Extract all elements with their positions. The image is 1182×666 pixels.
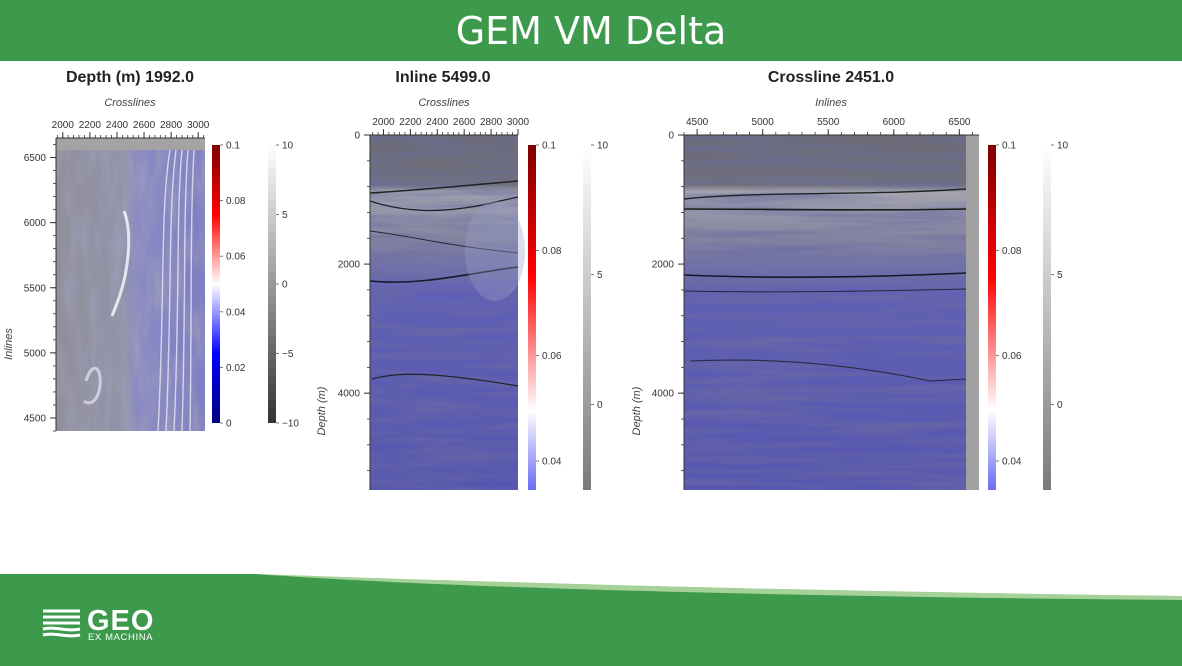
inline-section-cb1-tick-label: 0.08 (542, 246, 562, 257)
depth-slice-colorbar-velocity (212, 145, 220, 423)
depth-slice-x-tick-label: 2600 (133, 120, 156, 131)
depth-slice-image (56, 138, 205, 432)
depth-slice-x-tick-label: 3000 (187, 120, 210, 131)
depth-slice-y-tick-label: 5000 (24, 348, 47, 359)
depth-slice-cb1-tick-label: 0.02 (226, 363, 246, 374)
depth-slice-cb1-tick-label: 0.08 (226, 196, 246, 207)
inline-colorbar-amplitude (583, 145, 591, 490)
crossline-section-y-tick-label: 2000 (652, 260, 675, 271)
crossline-section-x-tick-label: 6500 (948, 117, 971, 128)
crossline-section-image (683, 135, 979, 490)
crossline-section-cb2-tick-label: 10 (1057, 141, 1069, 152)
crossline-colorbar-velocity (988, 145, 996, 490)
inline-section-cb1-tick-label: 0.04 (542, 457, 562, 468)
depth-slice-y-tick-label: 6000 (24, 218, 47, 229)
crossline-section-y-tick-label: 4000 (652, 389, 675, 400)
depth-slice-cb1-tick-label: 0.1 (226, 141, 240, 152)
inline-section-x-tick-label: 2000 (372, 117, 395, 128)
depth-slice-x-tick-label: 2400 (106, 120, 129, 131)
crossline-section-x-tick-label: 4500 (686, 117, 709, 128)
depth-slice-cb2-tick-label: 5 (282, 210, 288, 221)
figure-canvas: Depth (m) 1992.0 Crosslines Inlines 2000… (3, 69, 1069, 490)
depth-slice-y-tick-label: 5500 (24, 283, 47, 294)
depth-slice-colorbar-velocity-ticks: 0 0.02 0.04 0.06 0.08 0.1 (220, 141, 246, 430)
crossline-colorbar-velocity-ticks: 0.04 0.06 0.08 0.1 (996, 141, 1022, 468)
depth-slice-colorbar-amplitude (268, 145, 276, 423)
inline-colorbar-velocity-ticks: 0.04 0.06 0.08 0.1 (536, 141, 562, 468)
depth-slice-ylabel: Inlines (3, 328, 15, 360)
inline-section-cb2-tick-label: 10 (597, 141, 609, 152)
crossline-section-cb1-tick-label: 0.1 (1002, 141, 1016, 152)
depth-slice-x-tick-label: 2000 (52, 120, 75, 131)
depth-slice-cb2-tick-label: −10 (282, 419, 299, 430)
logo-waves-icon (42, 609, 81, 638)
crossline-section-cb1-tick-label: 0.04 (1002, 457, 1022, 468)
depth-slice-cb2-tick-label: 0 (282, 280, 288, 291)
crossline-section-x-tick-label: 6000 (883, 117, 906, 128)
crossline-ylabel: Depth (m) (631, 386, 643, 435)
crossline-section-cb2-tick-label: 5 (1057, 270, 1063, 281)
crossline-section-cb2-tick-label: 0 (1057, 400, 1063, 411)
depth-slice-title: Depth (m) 1992.0 (66, 69, 194, 86)
inline-section-image (369, 135, 525, 490)
depth-slice-y-tick-label: 6500 (24, 153, 47, 164)
crossline-axes: 4500 5000 5500 6000 6500 0 2000 4000 (652, 117, 979, 490)
depth-slice-axes: 2000 2200 2400 2600 2800 3000 4500 5000 5500 6000… (24, 120, 210, 432)
inline-xlabel: Crosslines (418, 97, 470, 109)
crossline-section-cb1-tick-label: 0.06 (1002, 351, 1022, 362)
geo-ex-machina-logo: GEO EX MACHINA (42, 606, 182, 646)
inline-section-y-tick-label: 4000 (338, 389, 361, 400)
crossline-section-x-tick-label: 5500 (817, 117, 840, 128)
inline-section-x-tick-label: 2400 (426, 117, 449, 128)
logo-main-text: GEO (87, 605, 155, 637)
inline-colorbar-velocity (528, 145, 536, 490)
crossline-colorbar-amplitude-ticks: 0 5 10 (1051, 141, 1069, 411)
depth-slice-cb1-tick-label: 0 (226, 419, 232, 430)
depth-slice-x-tick-label: 2800 (160, 120, 183, 131)
depth-slice-cb2-tick-label: 10 (282, 141, 294, 152)
inline-section-cb1-tick-label: 0.06 (542, 351, 562, 362)
depth-slice-cb1-tick-label: 0.04 (226, 307, 246, 318)
crossline-panel: Crossline 2451.0 Inlines Depth (m) 4500 5… (631, 69, 1069, 490)
inline-section-cb2-tick-label: 0 (597, 400, 603, 411)
crossline-section-x-tick-label: 5000 (752, 117, 775, 128)
depth-slice-xlabel: Crosslines (104, 97, 156, 109)
inline-panel: Inline 5499.0 Crosslines Depth (m) 2000 2… (316, 69, 609, 490)
crossline-xlabel: Inlines (815, 97, 847, 109)
crossline-title: Crossline 2451.0 (768, 69, 894, 86)
inline-section-x-tick-label: 2600 (453, 117, 476, 128)
inline-section-x-tick-label: 3000 (507, 117, 530, 128)
inline-section-x-tick-label: 2200 (399, 117, 422, 128)
inline-title: Inline 5499.0 (395, 69, 490, 86)
inline-section-y-tick-label: 2000 (338, 260, 361, 271)
inline-colorbar-amplitude-ticks: 0 5 10 (591, 141, 609, 411)
depth-slice-cb2-tick-label: −5 (282, 349, 294, 360)
inline-axes: 2000 2200 2400 2600 2800 3000 0 2000 4000 (338, 117, 530, 490)
inline-section-x-tick-label: 2800 (480, 117, 503, 128)
depth-slice-cb1-tick-label: 0.06 (226, 252, 246, 263)
depth-slice-panel: Depth (m) 1992.0 Crosslines Inlines 2000… (3, 69, 299, 432)
crossline-section-y-tick-label: 0 (668, 131, 674, 142)
crossline-colorbar-amplitude (1043, 145, 1051, 490)
depth-slice-x-tick-label: 2200 (79, 120, 102, 131)
inline-section-cb1-tick-label: 0.1 (542, 141, 556, 152)
depth-slice-colorbar-amplitude-ticks: −10 −5 0 5 10 (276, 141, 299, 430)
depth-slice-y-tick-label: 4500 (24, 413, 47, 424)
logo-sub-text: EX MACHINA (88, 632, 154, 643)
inline-ylabel: Depth (m) (316, 386, 328, 435)
slide-title: GEM VM Delta (455, 9, 727, 53)
title-bar: GEM VM Delta (0, 0, 1182, 61)
inline-section-y-tick-label: 0 (354, 131, 360, 142)
crossline-section-cb1-tick-label: 0.08 (1002, 246, 1022, 257)
footer-band (0, 574, 1182, 666)
inline-section-cb2-tick-label: 5 (597, 270, 603, 281)
